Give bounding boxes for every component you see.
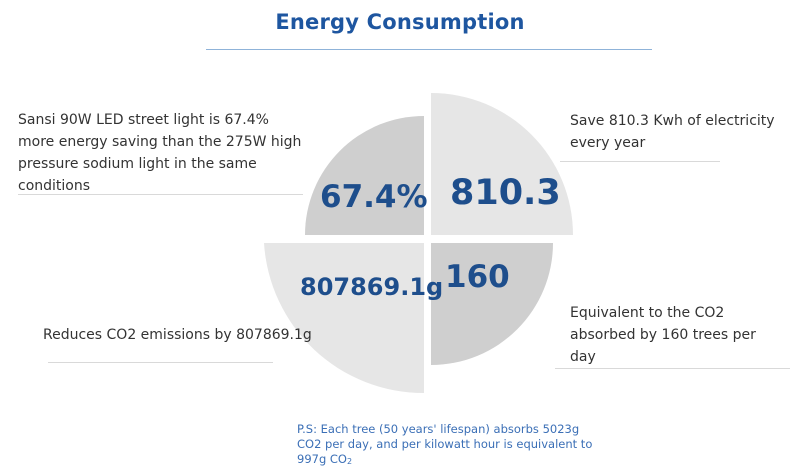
footnote-text: P.S: Each tree (50 years' lifespan) abso…: [297, 422, 593, 466]
description-bottom-left: Reduces CO2 emissions by 807869.1g: [43, 327, 312, 343]
divider-bottom-left: [48, 362, 273, 363]
description-top-left: Sansi 90W LED street light is 67.4% more…: [18, 112, 302, 194]
title-underline: [206, 49, 652, 50]
divider-bottom-right: [555, 368, 790, 369]
slice-top-left: [305, 116, 424, 235]
value-bottom-left: 807869.1g: [300, 273, 444, 301]
description-top-right: Save 810.3 Kwh of electricity every year: [570, 113, 775, 151]
divider-top-right: [560, 161, 720, 162]
slice-bottom-left: [264, 243, 424, 394]
description-bottom-right: Equivalent to the CO2 absorbed by 160 tr…: [570, 305, 756, 365]
footnote-subscript: 2: [347, 457, 353, 466]
value-bottom-right: 160: [445, 259, 510, 295]
footnote: P.S: Each tree (50 years' lifespan) abso…: [297, 422, 597, 469]
divider-top-left: [18, 194, 303, 195]
slice-top-right: [431, 93, 573, 235]
value-top-right: 810.3: [450, 173, 561, 213]
value-top-left: 67.4%: [320, 179, 428, 215]
page-title: Energy Consumption: [275, 10, 525, 34]
slice-bottom-right: [431, 243, 553, 365]
